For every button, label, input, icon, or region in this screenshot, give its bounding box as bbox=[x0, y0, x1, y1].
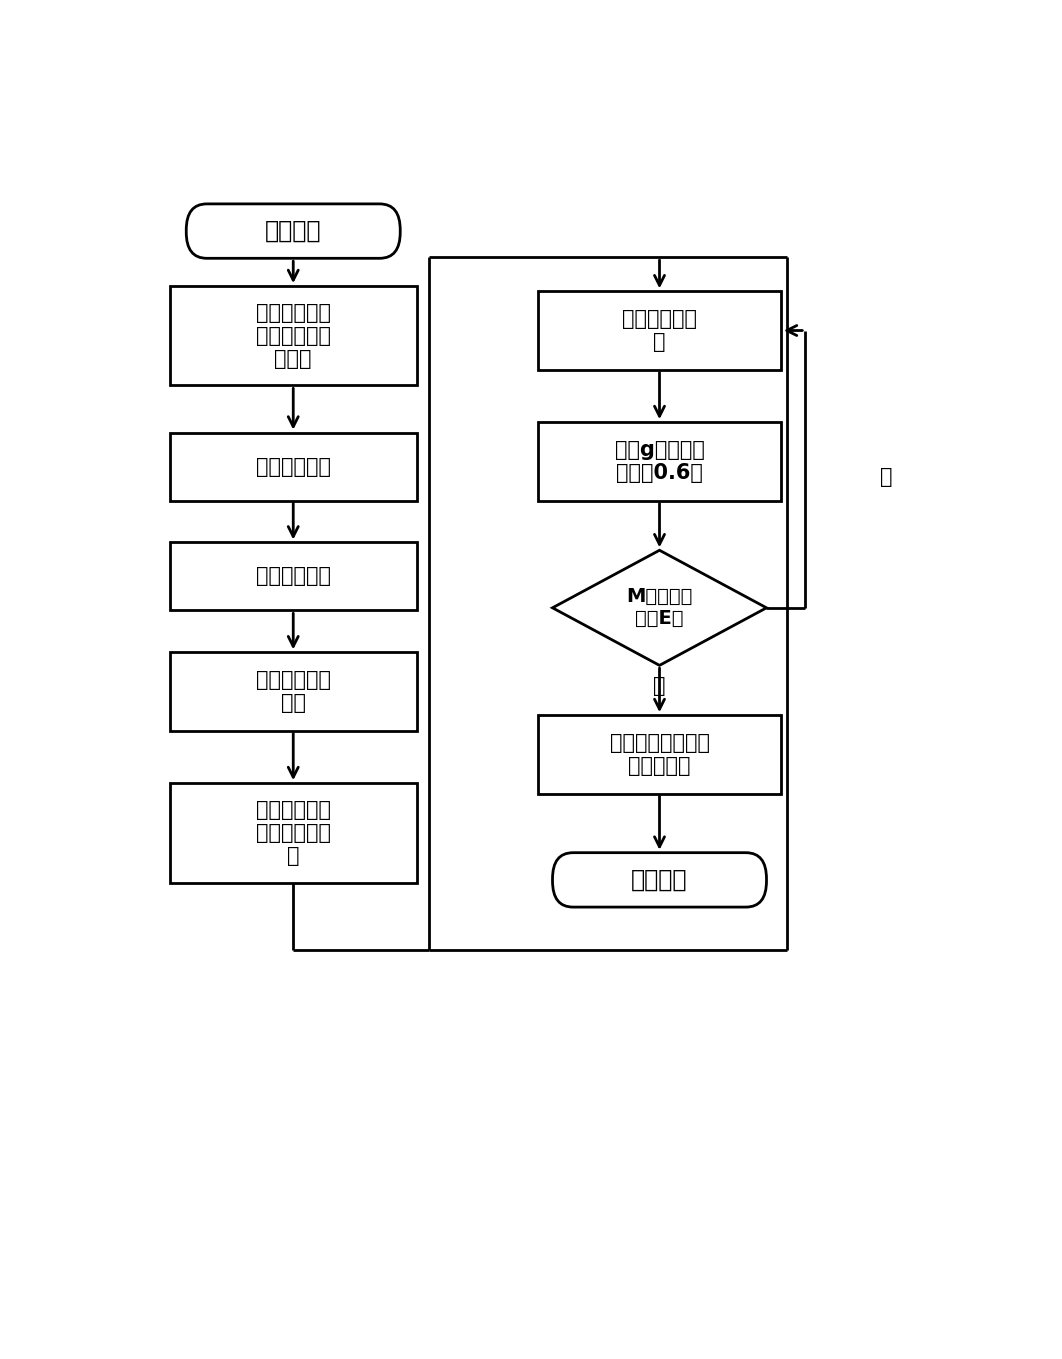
FancyBboxPatch shape bbox=[538, 423, 781, 500]
Text: 吸力面厚度优
化初始参数选
取: 吸力面厚度优 化初始参数选 取 bbox=[256, 799, 330, 866]
FancyBboxPatch shape bbox=[170, 652, 416, 731]
FancyBboxPatch shape bbox=[170, 542, 416, 610]
FancyBboxPatch shape bbox=[552, 852, 767, 906]
Text: 计算二次优化后叶
型的降噪量: 计算二次优化后叶 型的降噪量 bbox=[610, 733, 709, 776]
Text: 钝体前缘初步
优化: 钝体前缘初步 优化 bbox=[256, 670, 330, 713]
FancyBboxPatch shape bbox=[170, 432, 416, 500]
Text: 拟合范围的选
定: 拟合范围的选 定 bbox=[622, 308, 697, 352]
FancyBboxPatch shape bbox=[538, 715, 781, 794]
FancyBboxPatch shape bbox=[538, 291, 781, 370]
Text: 结束优化: 结束优化 bbox=[631, 868, 688, 892]
Text: 是: 是 bbox=[653, 677, 666, 696]
Text: M点是否略
大于E点: M点是否略 大于E点 bbox=[627, 587, 692, 628]
Text: 原始叶型数值
模拟和激波噪
声计算: 原始叶型数值 模拟和激波噪 声计算 bbox=[256, 303, 330, 368]
FancyBboxPatch shape bbox=[186, 204, 400, 258]
Text: 开始优化: 开始优化 bbox=[266, 219, 322, 243]
Text: 钝体前缘造型: 钝体前缘造型 bbox=[256, 567, 330, 587]
Text: 否: 否 bbox=[879, 467, 892, 487]
Polygon shape bbox=[552, 550, 767, 666]
FancyBboxPatch shape bbox=[170, 285, 416, 386]
Text: 叶型的参数化: 叶型的参数化 bbox=[256, 457, 330, 477]
Text: 最佳g值的选定
（不超0.6）: 最佳g值的选定 （不超0.6） bbox=[615, 440, 704, 482]
FancyBboxPatch shape bbox=[170, 783, 416, 882]
